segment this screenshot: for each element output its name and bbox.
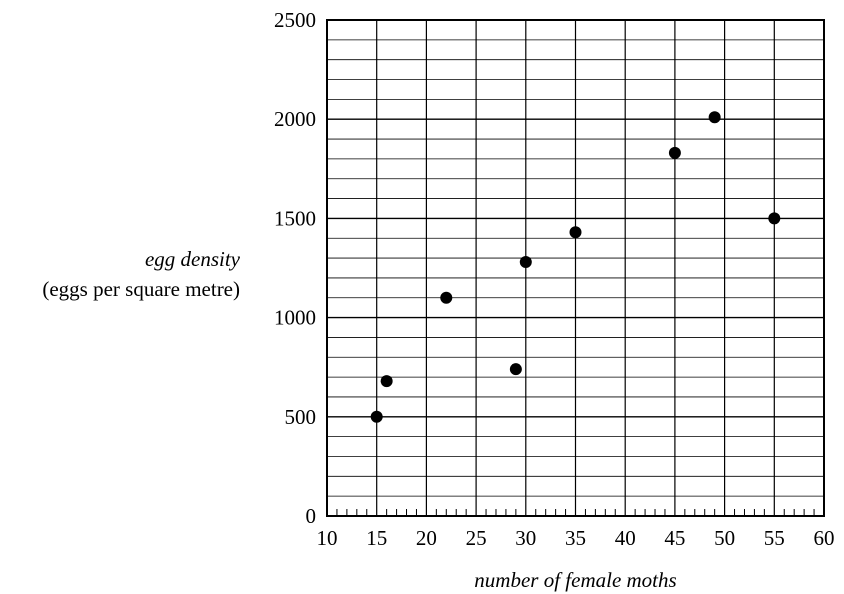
plot-frame (326, 19, 825, 517)
x-axis-label: number of female moths (474, 568, 677, 592)
x-tick-label: 60 (814, 526, 835, 550)
x-tick-label: 45 (664, 526, 685, 550)
y-tick-label: 2500 (274, 8, 316, 32)
data-point (569, 226, 582, 239)
y-axis-label: egg density (eggs per square metre) (0, 244, 240, 304)
data-point (370, 410, 383, 423)
x-tick-label: 30 (515, 526, 536, 550)
axis-ticks (336, 509, 815, 516)
x-tick-label: 40 (615, 526, 636, 550)
grid-lines (326, 19, 825, 517)
data-points (370, 111, 781, 423)
x-tick-label: 10 (317, 526, 338, 550)
data-point (708, 111, 721, 124)
data-point (380, 375, 393, 388)
y-axis-label-line1: egg density (144, 247, 240, 271)
y-tick-label: 0 (306, 504, 317, 528)
data-point (440, 291, 453, 304)
data-point (509, 363, 522, 376)
y-tick-label: 1500 (274, 206, 316, 230)
y-axis-label-line2: (eggs per square metre) (42, 277, 240, 301)
y-tick-label: 500 (285, 405, 317, 429)
y-tick-label: 1000 (274, 306, 316, 330)
x-tick-label: 15 (366, 526, 387, 550)
data-point (668, 146, 681, 159)
x-tick-label: 50 (714, 526, 735, 550)
data-point (768, 212, 781, 225)
x-tick-label: 55 (764, 526, 785, 550)
x-tick-label: 35 (565, 526, 586, 550)
x-tick-label: 25 (466, 526, 487, 550)
data-point (519, 256, 532, 269)
x-tick-label: 20 (416, 526, 437, 550)
y-tick-label: 2000 (274, 107, 316, 131)
tick-labels: 10 15 20 25 30 35 40 45 50 55 60 0 500 1000 1500 2000 25… (274, 8, 835, 550)
